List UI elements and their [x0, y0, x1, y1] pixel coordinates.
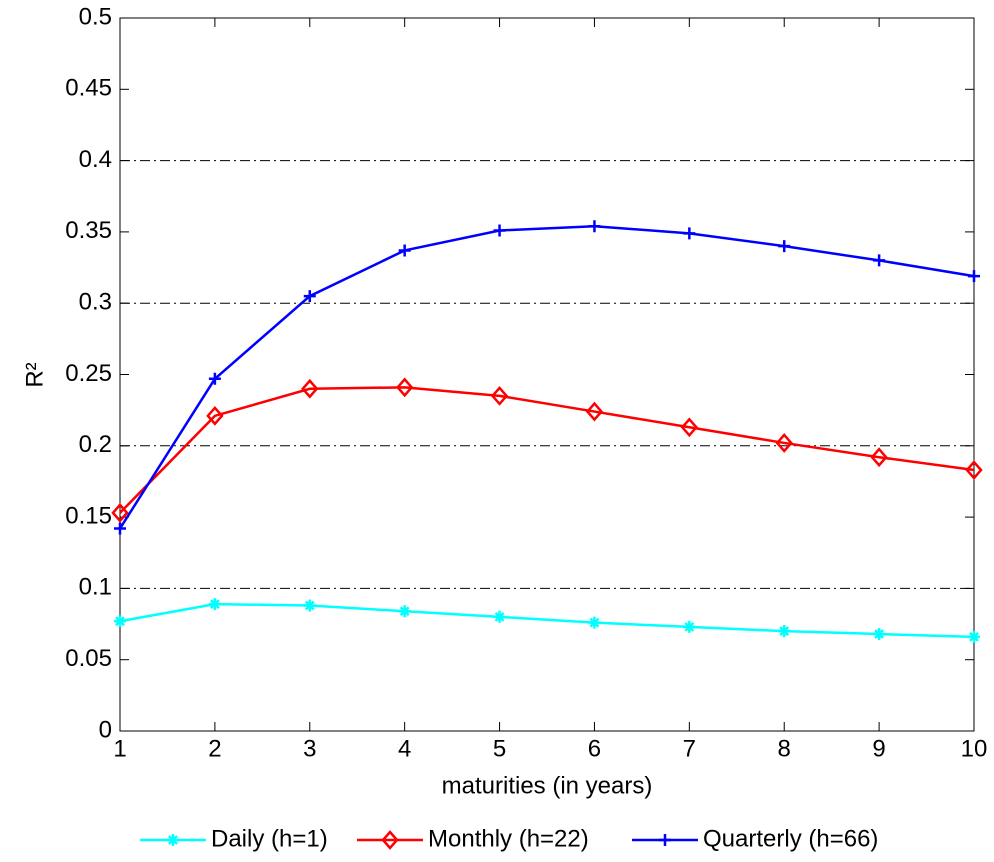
- y-axis-label: R²: [21, 362, 48, 387]
- marker: [208, 598, 221, 611]
- x-tick-label: 2: [208, 735, 221, 762]
- legend-label: Quarterly (h=66): [703, 825, 878, 852]
- marker-shape: [493, 224, 506, 237]
- marker: [396, 377, 414, 398]
- marker-shape: [381, 830, 399, 850]
- marker: [303, 290, 316, 303]
- marker-shape: [965, 460, 983, 480]
- marker: [493, 224, 506, 237]
- marker: [301, 378, 319, 399]
- marker: [303, 599, 316, 612]
- marker-shape: [396, 377, 414, 398]
- x-tick-label: 8: [778, 735, 791, 762]
- y-tick-label: 0.1: [79, 574, 112, 601]
- marker-shape: [398, 244, 411, 257]
- series-line: [118, 224, 975, 530]
- marker: [870, 447, 888, 468]
- x-tick-label: 1: [113, 735, 126, 762]
- legend-label: Monthly (h=22): [428, 825, 589, 852]
- marker: [206, 405, 224, 426]
- marker-shape: [870, 447, 888, 468]
- marker: [381, 830, 399, 850]
- marker-shape: [659, 834, 671, 846]
- series-line: [119, 386, 975, 514]
- y-tick-label: 0.5: [79, 3, 112, 30]
- marker: [778, 625, 791, 638]
- marker: [683, 227, 696, 240]
- marker: [398, 605, 411, 618]
- y-tick-label: 0.25: [65, 360, 112, 387]
- marker: [114, 615, 126, 628]
- marker-shape: [490, 385, 509, 406]
- x-tick-label: 6: [588, 735, 601, 762]
- marker: [873, 254, 886, 267]
- marker-shape: [778, 240, 791, 253]
- plot-frame: [119, 17, 975, 732]
- marker-shape: [873, 254, 886, 267]
- marker-shape: [304, 600, 315, 611]
- marker-shape: [969, 632, 979, 642]
- marker-shape: [208, 372, 221, 385]
- legend-label: Daily (h=1): [211, 825, 328, 852]
- marker: [968, 630, 980, 643]
- x-tick-label: 10: [961, 735, 988, 762]
- marker-shape: [585, 401, 604, 422]
- marker-shape: [684, 622, 695, 632]
- marker-shape: [589, 617, 600, 628]
- y-tick-label: 0.05: [65, 645, 112, 672]
- marker-shape: [111, 502, 129, 523]
- marker: [778, 240, 791, 253]
- y-tick-label: 0.35: [65, 217, 112, 244]
- marker-shape: [683, 227, 696, 240]
- marker-shape: [114, 522, 126, 535]
- marker-shape: [168, 835, 178, 845]
- y-tick-label: 0: [99, 716, 112, 743]
- marker-shape: [779, 626, 790, 637]
- x-tick-label: 9: [872, 735, 885, 762]
- marker: [873, 628, 886, 641]
- marker-shape: [210, 599, 220, 609]
- x-axis-label: maturities (in years): [442, 772, 653, 799]
- marker: [659, 834, 671, 846]
- marker: [683, 620, 696, 633]
- marker-shape: [680, 417, 698, 438]
- marker-shape: [399, 606, 410, 617]
- marker-shape: [303, 290, 316, 303]
- marker: [493, 610, 506, 623]
- y-tick-label: 0.3: [79, 289, 112, 316]
- marker-shape: [206, 405, 224, 426]
- x-tick-label: 3: [303, 735, 316, 762]
- y-tick-label: 0.45: [65, 75, 112, 102]
- x-tick-label: 7: [683, 735, 696, 762]
- marker-shape: [301, 378, 319, 399]
- marker-shape: [494, 612, 505, 622]
- marker-shape: [968, 270, 980, 283]
- marker-shape: [874, 629, 884, 639]
- marker: [398, 244, 411, 257]
- marker-shape: [115, 616, 125, 627]
- x-tick-label: 4: [398, 735, 411, 762]
- marker: [111, 502, 129, 523]
- x-tick-label: 5: [493, 735, 506, 762]
- marker: [208, 372, 221, 385]
- marker: [775, 433, 793, 453]
- marker: [585, 401, 604, 422]
- marker-shape: [588, 220, 601, 233]
- marker: [588, 220, 601, 233]
- marker: [167, 834, 179, 846]
- marker: [968, 270, 980, 283]
- y-tick-label: 0.4: [79, 146, 112, 173]
- marker: [965, 460, 983, 480]
- marker: [490, 385, 509, 406]
- y-tick-label: 0.2: [79, 431, 112, 458]
- marker-shape: [775, 433, 793, 453]
- marker: [588, 616, 601, 629]
- marker: [114, 522, 126, 535]
- y-tick-label: 0.15: [65, 502, 112, 529]
- series-line: [119, 602, 975, 639]
- marker: [680, 417, 698, 438]
